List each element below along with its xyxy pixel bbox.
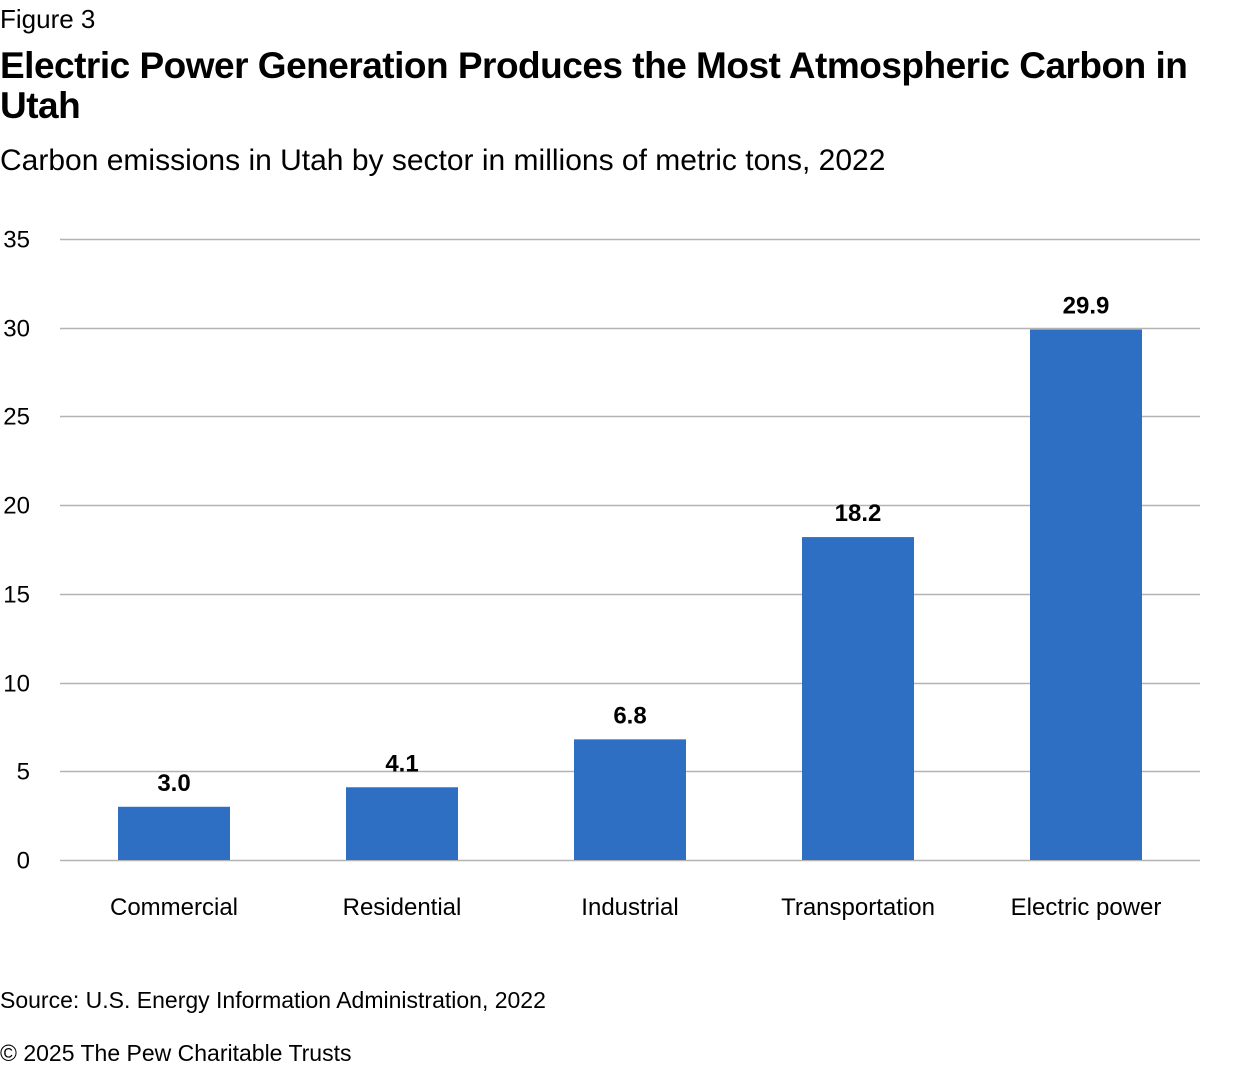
bar-commercial bbox=[118, 806, 230, 860]
data-label: 4.1 bbox=[385, 750, 418, 777]
copyright-note: © 2025 The Pew Charitable Trusts bbox=[0, 1040, 352, 1066]
data-labels: 3.0 4.1 6.8 18.2 29.9 bbox=[157, 292, 1109, 796]
x-tick-label: Transportation bbox=[781, 894, 935, 921]
bar-chart: 0 5 10 15 20 25 30 35 3.0 4.1 6.8 18.2 29.9 Commerc… bbox=[3, 227, 1200, 921]
data-label: 29.9 bbox=[1063, 292, 1110, 319]
bars bbox=[118, 329, 1142, 860]
chart-subtitle: Carbon emissions in Utah by sector in mi… bbox=[0, 144, 886, 177]
y-tick-label: 10 bbox=[3, 671, 30, 698]
y-tick-label: 25 bbox=[3, 404, 30, 431]
y-tick-label: 0 bbox=[17, 848, 30, 875]
y-tick-label: 20 bbox=[3, 493, 30, 520]
y-axis-ticks: 0 5 10 15 20 25 30 35 bbox=[3, 227, 30, 875]
source-note: Source: U.S. Energy Information Administ… bbox=[0, 987, 546, 1013]
grid-lines bbox=[60, 238, 1200, 862]
bar-residential bbox=[346, 787, 458, 860]
bar-industrial bbox=[574, 739, 686, 860]
bar-transportation bbox=[802, 537, 914, 860]
y-tick-label: 15 bbox=[3, 582, 30, 609]
figure-label: Figure 3 bbox=[0, 4, 96, 34]
y-tick-label: 5 bbox=[17, 759, 30, 786]
data-label: 3.0 bbox=[157, 770, 190, 797]
data-label: 6.8 bbox=[613, 702, 646, 729]
x-tick-label: Electric power bbox=[1011, 894, 1162, 921]
bar-electric-power bbox=[1030, 329, 1142, 860]
y-tick-label: 35 bbox=[3, 227, 30, 254]
x-tick-label: Commercial bbox=[110, 894, 238, 921]
y-tick-label: 30 bbox=[3, 316, 30, 343]
x-tick-label: Residential bbox=[343, 894, 462, 921]
x-tick-label: Industrial bbox=[581, 894, 678, 921]
x-axis-ticks: Commercial Residential Industrial Transport… bbox=[110, 894, 1161, 921]
chart-title: Electric Power Generation Produces the M… bbox=[0, 45, 1188, 126]
data-label: 18.2 bbox=[835, 500, 882, 527]
